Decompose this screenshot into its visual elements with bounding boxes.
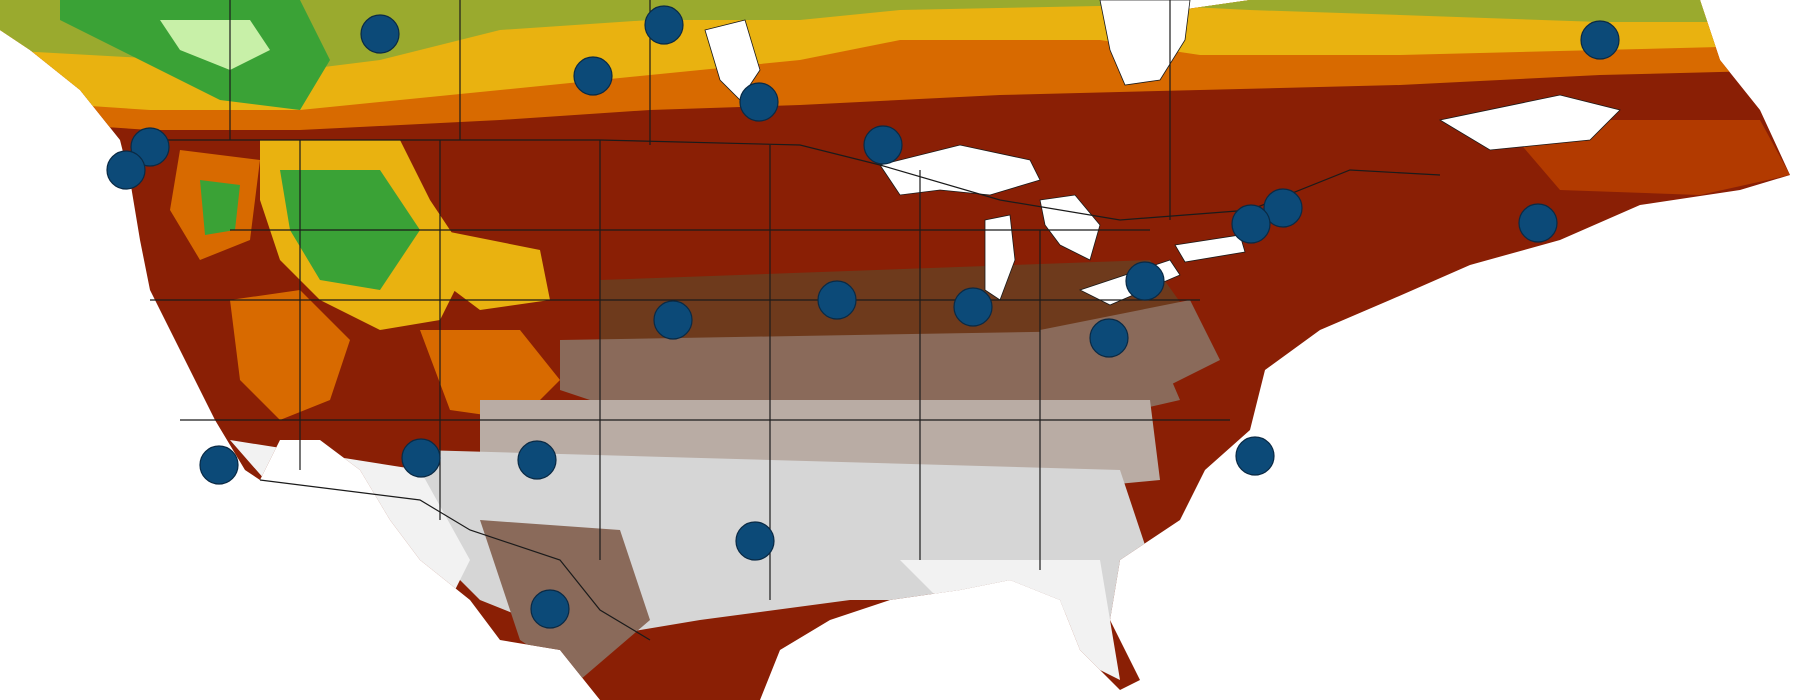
location-marker[interactable] xyxy=(735,521,775,561)
location-marker[interactable] xyxy=(1089,318,1129,358)
location-marker[interactable] xyxy=(863,125,903,165)
zone-green-cascades xyxy=(200,180,240,235)
zone-yellow-wyoming xyxy=(440,230,550,310)
location-marker[interactable] xyxy=(1580,20,1620,60)
us-canada-border xyxy=(150,139,1441,221)
location-marker[interactable] xyxy=(106,150,146,190)
location-marker[interactable] xyxy=(644,5,684,45)
zone-olive xyxy=(0,0,1790,70)
zone-orange-great-basin xyxy=(230,290,350,420)
location-marker[interactable] xyxy=(517,440,557,480)
lake-huron xyxy=(1039,194,1101,261)
location-marker[interactable] xyxy=(1235,436,1275,476)
location-marker[interactable] xyxy=(573,56,613,96)
us-mexico-border xyxy=(259,479,651,641)
location-marker[interactable] xyxy=(401,438,441,478)
zone-white-florida xyxy=(900,560,1120,680)
location-marker[interactable] xyxy=(360,14,400,54)
zone-appalachians xyxy=(1040,300,1220,400)
hudson-bay-lake xyxy=(1099,0,1191,86)
st-lawrence-gulf xyxy=(1438,94,1621,151)
political-borders xyxy=(150,0,1441,641)
zone-orange-colorado xyxy=(420,330,560,420)
location-marker[interactable] xyxy=(1263,188,1303,228)
location-marker[interactable] xyxy=(1125,261,1165,301)
location-markers[interactable] xyxy=(106,5,1620,629)
location-marker[interactable] xyxy=(953,287,993,327)
location-marker[interactable] xyxy=(199,445,239,485)
lake-michigan xyxy=(984,214,1016,301)
location-marker[interactable] xyxy=(653,300,693,340)
location-marker[interactable] xyxy=(1518,203,1558,243)
location-marker[interactable] xyxy=(1231,204,1271,244)
location-marker[interactable] xyxy=(739,82,779,122)
lake-ontario xyxy=(1174,234,1246,263)
zone-alpine-north xyxy=(160,20,270,70)
location-marker[interactable] xyxy=(530,589,570,629)
location-marker[interactable] xyxy=(817,280,857,320)
location-marker[interactable] xyxy=(130,127,170,167)
